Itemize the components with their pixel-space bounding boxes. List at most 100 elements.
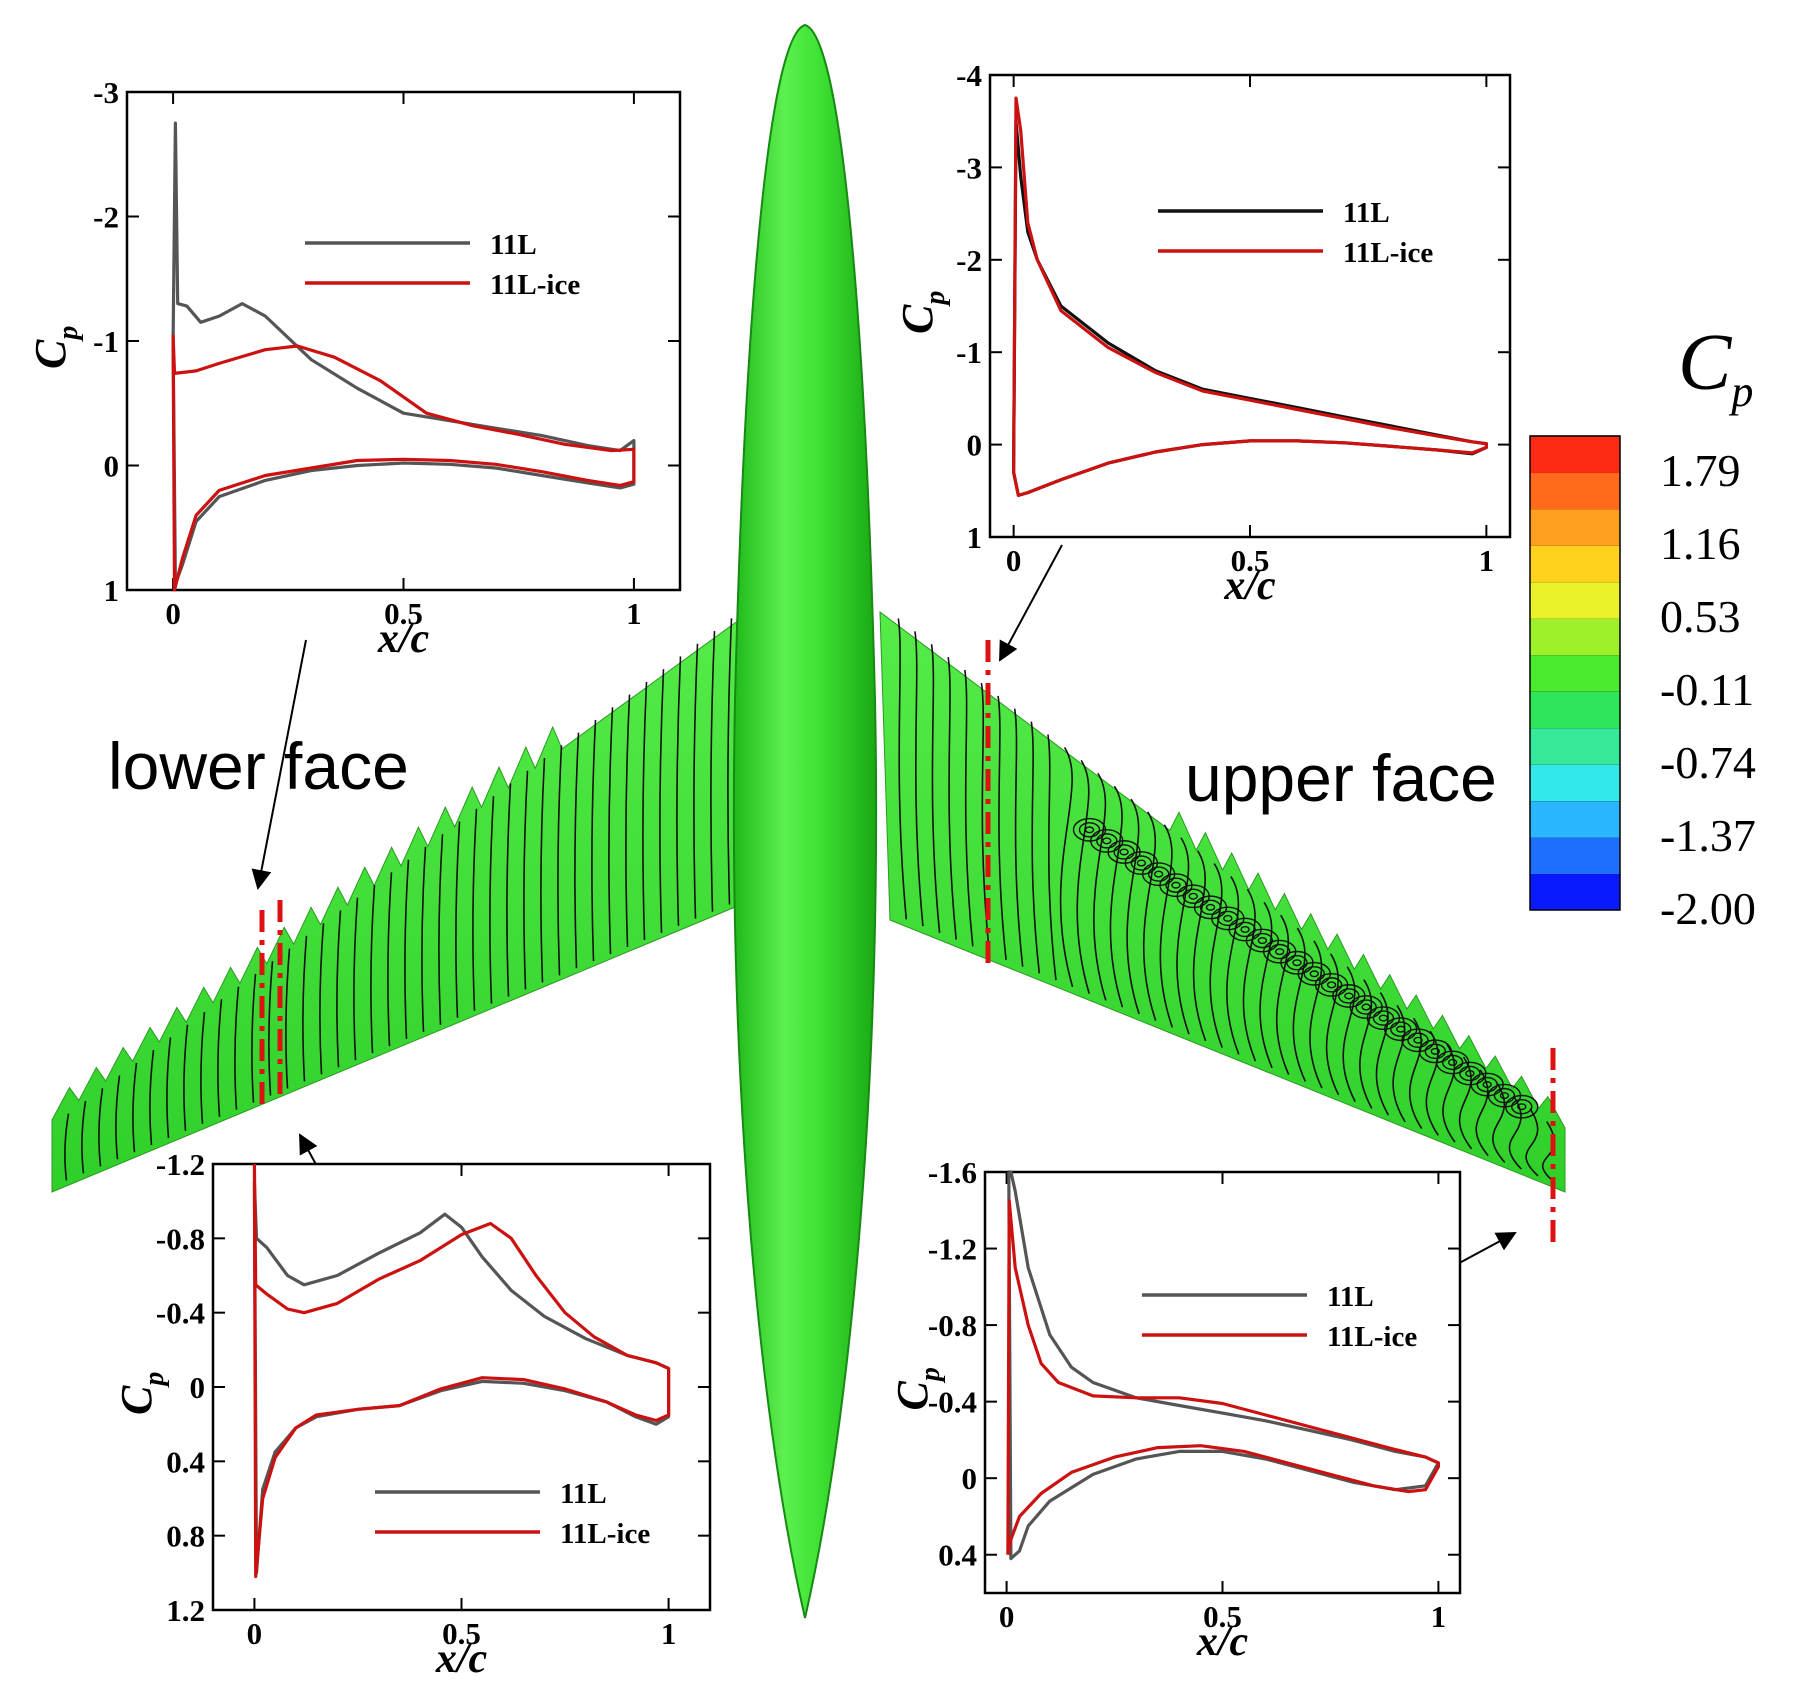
streamline: [1392, 1005, 1406, 1123]
vortex-swirl: [1165, 877, 1187, 893]
streamline: [1047, 734, 1057, 981]
streamline: [1492, 1082, 1506, 1163]
streamline: [1242, 888, 1257, 1062]
streamline: [947, 657, 957, 940]
streamline: [1542, 1121, 1556, 1184]
streamline: [693, 643, 699, 919]
streamline: [1059, 747, 1074, 988]
streamline: [166, 1037, 172, 1139]
streamline: [200, 1011, 206, 1124]
streamline: [997, 695, 1007, 960]
vortex-swirl: [1188, 892, 1198, 900]
colorbar-title-main: C: [1678, 319, 1732, 407]
colorbar-title-sub: p: [1731, 367, 1754, 416]
colorbar-level-label: 1.79: [1660, 444, 1741, 496]
streamline: [387, 872, 393, 1047]
streamline: [353, 897, 359, 1061]
vortex-swirl: [1459, 1065, 1481, 1082]
colorbar-level-label: 0.53: [1660, 590, 1741, 642]
vortex-swirl: [1078, 822, 1101, 838]
streamline: [1142, 811, 1157, 1021]
y-tick-label: -2: [93, 200, 119, 235]
streamline: [540, 758, 546, 983]
legend-label: 11L: [560, 1478, 607, 1510]
x-tick-label: 0: [165, 596, 181, 631]
series-line-11l-ice: [252, 1163, 671, 1579]
vortex-swirl: [1465, 1069, 1475, 1077]
colorbar-band: [1530, 581, 1620, 619]
streamline: [1458, 1056, 1473, 1150]
y-tick-label: -4: [956, 58, 982, 93]
streamline: [1375, 992, 1390, 1116]
streamline: [472, 808, 478, 1011]
streamline: [727, 618, 733, 905]
vortex-swirl: [1199, 899, 1222, 916]
legend-label: 11L: [1343, 197, 1390, 229]
streamline: [132, 1062, 138, 1153]
vortex-swirl: [1268, 943, 1291, 960]
y-tick-label: -0.8: [156, 1221, 205, 1256]
vortex-swirl: [1096, 833, 1118, 849]
streamline: [370, 884, 376, 1054]
streamline: [523, 770, 529, 990]
series-line-11l: [171, 121, 636, 586]
streamline: [642, 681, 648, 940]
vortex-swirl: [1396, 1025, 1406, 1033]
vortex-swirl: [1372, 1010, 1395, 1026]
colorbar-band: [1530, 654, 1620, 692]
legend-label: 11L-ice: [490, 269, 580, 301]
colorbar-band: [1530, 508, 1620, 546]
vortex-swirl: [1447, 1058, 1458, 1066]
streamline: [336, 910, 342, 1068]
colorbar-band: [1530, 691, 1620, 729]
x-tick-label: 0: [247, 1616, 263, 1651]
streamline: [1192, 850, 1207, 1042]
colorbar-band: [1530, 800, 1620, 838]
x-axis-label: x/c: [435, 1636, 488, 1682]
streamline: [1030, 721, 1041, 974]
x-tick-label: 1: [1431, 1599, 1447, 1634]
streamline: [285, 948, 291, 1089]
vortex-swirl: [1303, 966, 1325, 982]
y-tick-label: -3: [93, 75, 119, 110]
streamline: [455, 821, 461, 1018]
x-axis-label: x/c: [377, 616, 430, 662]
vortex-swirl: [1084, 826, 1095, 834]
chart-panel-top-left: -3 -2 -1 0 1 0 0.5 1 x/c Cp 11L 11L-ice: [26, 75, 682, 662]
streamline: [319, 923, 325, 1075]
aircraft-surface: [51, 23, 1566, 1619]
streamline: [1342, 966, 1356, 1102]
vortex-swirl: [1309, 970, 1319, 978]
streamline: [574, 732, 580, 969]
colorbar-level-label: -0.11: [1660, 664, 1755, 716]
colorbar-band: [1530, 727, 1620, 765]
vortex-swirl: [1511, 1098, 1533, 1115]
legend-label: 11L-ice: [1327, 1321, 1417, 1353]
colorbar-band: [1530, 436, 1620, 473]
vortex-swirl: [1257, 937, 1268, 945]
colorbar-level-label: -1.37: [1660, 810, 1756, 862]
streamline: [98, 1088, 104, 1167]
streamline: [183, 1024, 189, 1132]
y-tick-label: -2: [956, 243, 982, 278]
streamline: [1359, 979, 1373, 1109]
streamline: [149, 1050, 155, 1146]
y-tick-label: -0.8: [928, 1308, 977, 1343]
y-tick-label: 0.4: [938, 1538, 977, 1573]
vortex-swirl: [1424, 1043, 1447, 1060]
streamline: [1525, 1108, 1539, 1177]
streamline: [557, 745, 563, 976]
y-tick-label: -1.6: [928, 1155, 977, 1190]
vortex-swirl: [1182, 888, 1204, 904]
y-tick-label: -1: [956, 335, 982, 370]
streamline: [1093, 772, 1107, 1001]
streamline: [81, 1100, 87, 1174]
vortex-swirl: [1113, 844, 1135, 860]
streamline: [1259, 901, 1273, 1069]
x-tick-label: 0.5: [1231, 543, 1270, 578]
streamline: [115, 1075, 121, 1160]
streamline: [591, 719, 597, 962]
y-axis-label: Cp: [26, 326, 84, 369]
